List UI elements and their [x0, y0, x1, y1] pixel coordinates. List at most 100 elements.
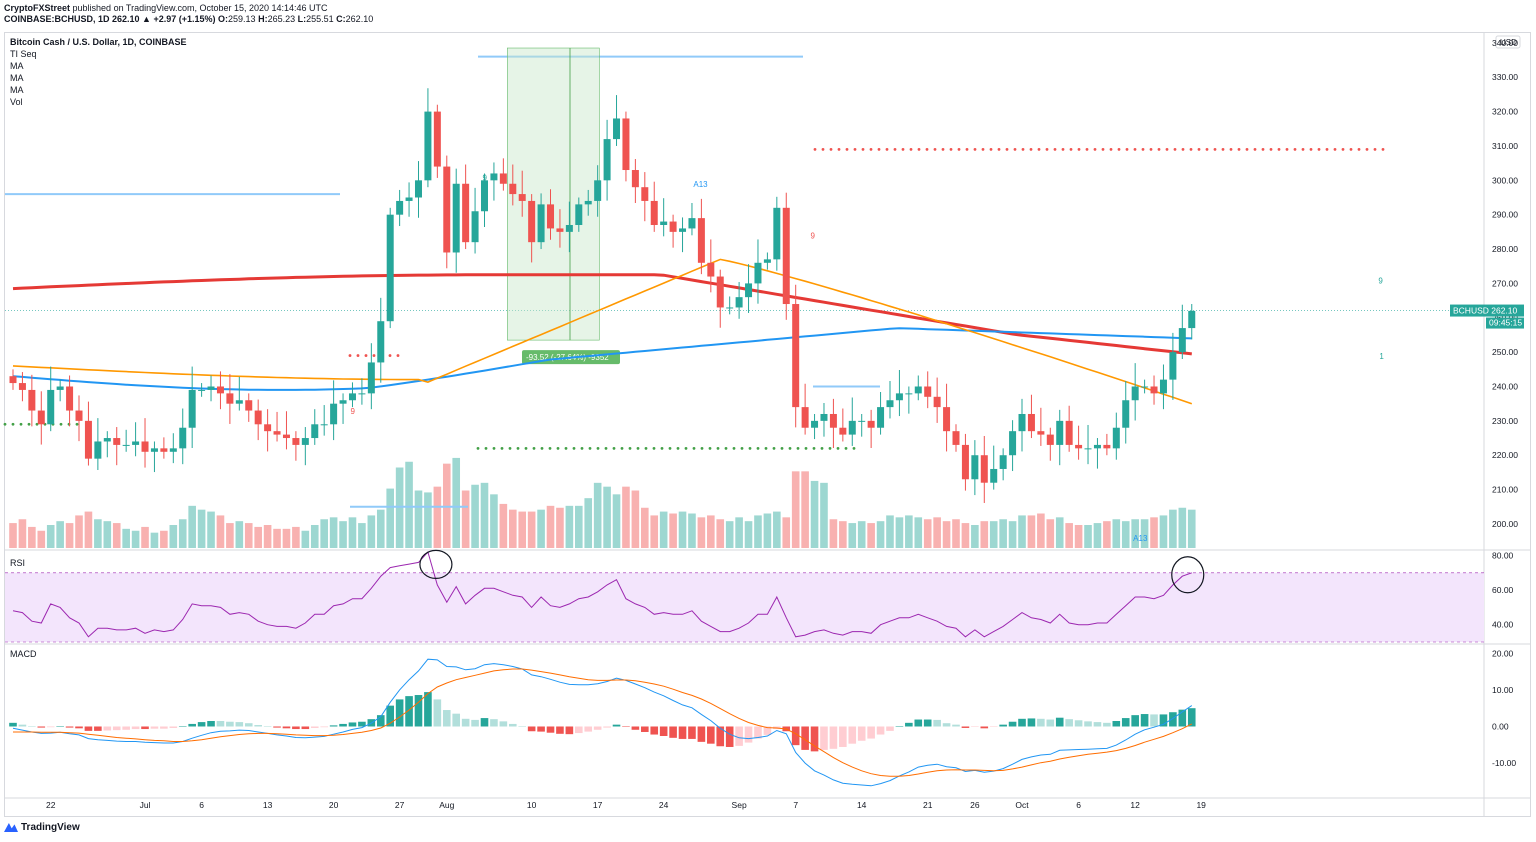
- h-value: 265.23: [267, 14, 296, 24]
- macd-histogram-bar: [452, 713, 461, 727]
- support-dots: [796, 446, 800, 450]
- volume-bar: [754, 515, 762, 548]
- volume-bar: [461, 490, 470, 548]
- resistance-dots: [1101, 147, 1105, 151]
- price-tick-label: 220.00: [1492, 450, 1518, 460]
- candle-body: [754, 262, 762, 284]
- volume-bar: [820, 482, 828, 548]
- candle-body: [1075, 444, 1083, 449]
- support-dots: [508, 446, 512, 450]
- candle-body: [47, 389, 55, 425]
- x-tick-label: 6: [199, 800, 204, 810]
- volume-bar: [84, 511, 93, 548]
- candle-body: [216, 386, 224, 394]
- candle-body: [924, 386, 932, 397]
- candle-body: [1169, 352, 1177, 380]
- x-tick-label: 27: [395, 800, 405, 810]
- macd-histogram-bar: [631, 726, 640, 730]
- volume-bar: [1159, 515, 1168, 548]
- resistance-dots: [925, 147, 929, 151]
- rsi-line: [12, 550, 1192, 638]
- td-annotation: A13: [693, 180, 708, 189]
- macd-histogram-bar: [839, 726, 847, 747]
- candle-body: [179, 427, 187, 449]
- volume-bar: [1140, 519, 1149, 548]
- countdown-bg: [1486, 317, 1524, 329]
- volume-bar: [631, 490, 640, 548]
- macd-histogram-bar: [546, 726, 555, 733]
- volume-bar: [433, 486, 442, 548]
- macd-histogram-bar: [207, 721, 215, 727]
- published-text: published on TradingView.com, October 15…: [72, 3, 328, 13]
- macd-histogram-bar: [1055, 717, 1064, 727]
- price-tick-label: 310.00: [1492, 141, 1518, 151]
- support-dots: [852, 446, 856, 450]
- candle-body: [782, 207, 790, 305]
- macd-histogram-bar: [405, 696, 413, 727]
- volume-bar: [763, 513, 772, 548]
- td-annotation: A13: [1133, 534, 1148, 543]
- resistance-dots: [957, 147, 961, 151]
- candle-body: [1046, 434, 1054, 445]
- macd-histogram-bar: [320, 726, 328, 728]
- resistance-dots: [949, 147, 953, 151]
- support-dots: [492, 446, 496, 450]
- macd-histogram-bar: [744, 726, 753, 743]
- volume-bar: [1112, 519, 1121, 548]
- macd-histogram-bar: [810, 726, 819, 752]
- volume-bar: [471, 484, 479, 548]
- support-dots: [3, 422, 7, 426]
- macd-histogram-bar: [75, 726, 83, 729]
- o-value: 259.13: [228, 14, 256, 24]
- candle-body: [28, 389, 36, 411]
- volume-bar: [18, 519, 27, 548]
- x-tick-label: 10: [527, 800, 537, 810]
- macd-histogram-bar: [829, 726, 838, 749]
- macd-histogram-bar: [1140, 714, 1149, 727]
- publisher-name[interactable]: CryptoFXStreet: [4, 3, 71, 13]
- candle-body: [282, 434, 290, 439]
- candle-body: [820, 413, 828, 421]
- candle-body: [943, 407, 951, 432]
- macd-histogram-bar: [461, 718, 470, 727]
- macd-histogram-bar: [84, 726, 93, 731]
- rsi-tick-label: 60.00: [1492, 585, 1514, 595]
- resistance-dots: [1117, 147, 1121, 151]
- candle-body: [9, 376, 17, 384]
- macd-histogram-bar: [197, 722, 206, 727]
- candle-body: [132, 441, 140, 445]
- candle-body: [886, 400, 894, 408]
- macd-histogram-bar: [386, 705, 394, 727]
- macd-histogram-bar: [112, 726, 121, 731]
- resistance-dots: [1045, 147, 1049, 151]
- macd-histogram-bar: [216, 721, 225, 727]
- volume-bar: [688, 513, 696, 548]
- macd-histogram-bar: [18, 724, 27, 727]
- price-tick-label: 330.00: [1492, 72, 1518, 82]
- candle-body: [763, 259, 771, 263]
- candle-body: [584, 200, 592, 205]
- support-dots: [532, 446, 536, 450]
- candle-body: [792, 304, 800, 408]
- volume-bar: [329, 517, 338, 548]
- candle-body: [1112, 427, 1120, 449]
- support-dots: [692, 446, 696, 450]
- resistance-dots: [877, 147, 881, 151]
- resistance-dots: [372, 354, 376, 357]
- resistance-dots: [1309, 147, 1313, 151]
- candle-body: [811, 420, 819, 428]
- candle-body: [990, 468, 998, 483]
- macd-histogram-bar: [122, 726, 130, 730]
- resistance-dots: [1237, 147, 1241, 151]
- support-dots: [668, 446, 672, 450]
- candle-body: [556, 228, 564, 232]
- volume-bar: [141, 526, 149, 548]
- legend-item: Vol: [10, 97, 23, 107]
- volume-bar: [339, 521, 347, 548]
- resistance-dots: [1197, 147, 1201, 151]
- volume-bar: [65, 523, 74, 548]
- macd-histogram-bar: [94, 726, 102, 731]
- volume-bar: [678, 511, 687, 548]
- volume-bar: [857, 521, 866, 548]
